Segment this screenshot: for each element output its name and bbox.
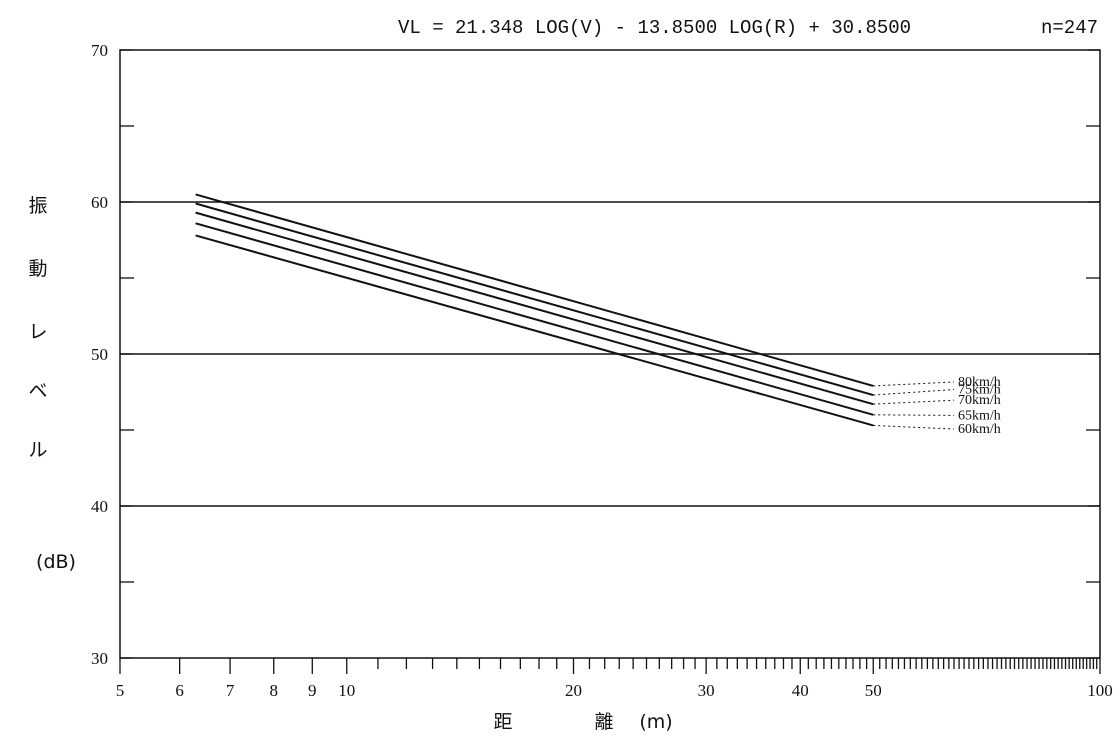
series-line bbox=[195, 222, 874, 416]
x-tick-label: 50 bbox=[865, 681, 882, 700]
x-axis-ticks: 5 6 7 8 9 10 20 30 40 50 100 bbox=[116, 658, 1113, 700]
series-line bbox=[195, 234, 874, 427]
y-axis-label-char: ル bbox=[28, 439, 47, 461]
y-tick-label: 60 bbox=[91, 193, 108, 212]
x-tick-label: 100 bbox=[1087, 681, 1113, 700]
series-leader bbox=[873, 399, 955, 405]
series-line bbox=[195, 202, 874, 397]
y-axis-label-char: ベ bbox=[28, 380, 47, 402]
series-leader bbox=[873, 381, 955, 387]
series-label: 70km/h bbox=[958, 393, 1001, 408]
x-tick-label: 20 bbox=[565, 681, 582, 700]
x-tick-label: 40 bbox=[792, 681, 809, 700]
y-axis-unit: (dB) bbox=[36, 551, 76, 573]
x-axis-label-char: 距 bbox=[493, 711, 512, 733]
series-line bbox=[195, 193, 874, 387]
y-tick-label: 50 bbox=[91, 345, 108, 364]
x-tick-label: 7 bbox=[226, 681, 235, 700]
x-axis-label-char: 離 bbox=[594, 711, 613, 733]
series-line bbox=[195, 211, 874, 406]
series-label: 65km/h bbox=[958, 408, 1001, 423]
y-axis-label-char: レ bbox=[28, 321, 47, 343]
y-tick-label: 40 bbox=[91, 497, 108, 516]
gridlines bbox=[120, 201, 1100, 507]
series-label: 75km/h bbox=[958, 383, 1001, 398]
series-leader bbox=[873, 424, 955, 430]
y-tick-label: 30 bbox=[91, 649, 108, 668]
x-tick-label: 30 bbox=[698, 681, 715, 700]
series-leader bbox=[873, 414, 955, 416]
y-axis-label-char: 振 bbox=[28, 195, 47, 217]
series-lines bbox=[195, 193, 955, 430]
series-label: 80km/h bbox=[958, 375, 1001, 390]
x-tick-label: 6 bbox=[175, 681, 184, 700]
series-leader bbox=[873, 389, 955, 396]
chart-equation: VL = 21.348 LOG(V) - 13.8500 LOG(R) + 30… bbox=[398, 17, 911, 39]
x-tick-label: 10 bbox=[338, 681, 355, 700]
sample-count: n=247 bbox=[1041, 17, 1098, 39]
y-tick-label: 70 bbox=[91, 41, 108, 60]
y-axis-label-char: 動 bbox=[28, 258, 47, 280]
x-axis-label: 距 離 (m) bbox=[493, 711, 672, 733]
x-tick-label: 5 bbox=[116, 681, 125, 700]
x-tick-label: 8 bbox=[270, 681, 279, 700]
x-axis-label-char: (m) bbox=[639, 711, 672, 733]
y-axis-ticks: 30 40 50 60 70 bbox=[91, 41, 1100, 668]
x-tick-label: 9 bbox=[308, 681, 317, 700]
series-label: 60km/h bbox=[958, 422, 1001, 437]
